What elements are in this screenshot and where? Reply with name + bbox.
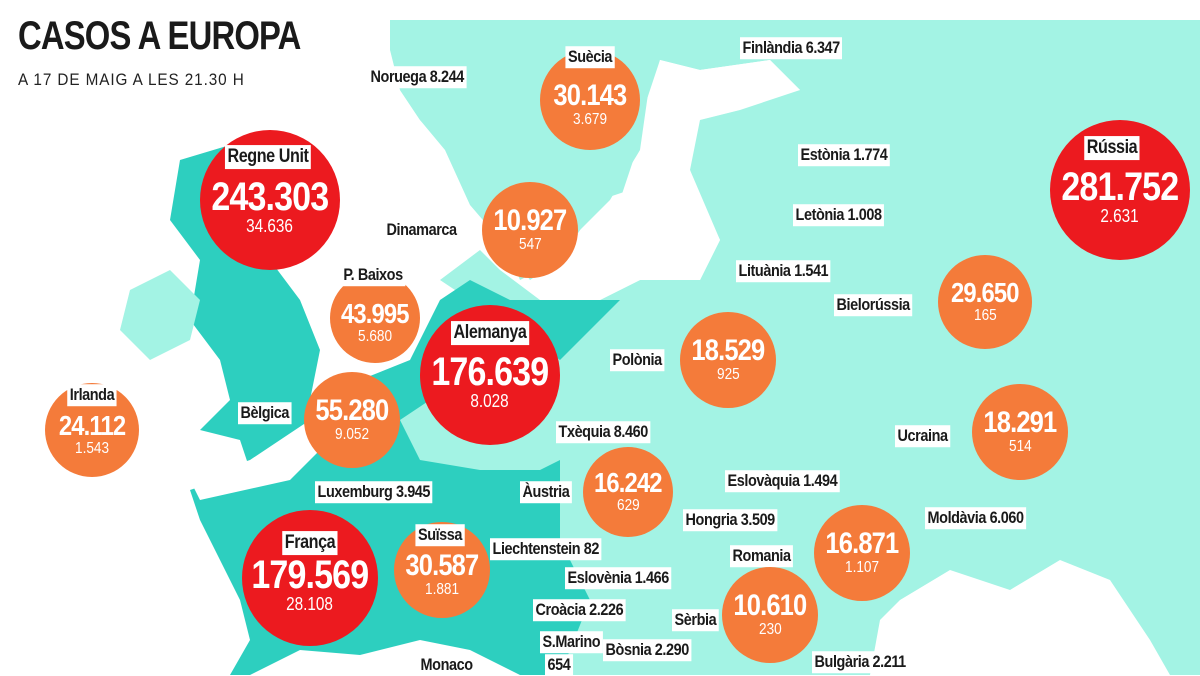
country-label-p-baixos: P. Baixos [340,264,406,286]
page-subtitle: A 17 DE MAIG A LES 21.30 H [18,70,245,89]
bubble-dinamarca: 10.927 547 [482,182,578,278]
cases-value: 243.303 [211,175,330,220]
cases-value: 30.587 [405,549,480,583]
country-label-serbia: Sèrbia [672,609,719,631]
deaths-value: 28.108 [286,594,334,615]
country-label-russia: Rússia [1084,136,1140,160]
bubble-polonia: 18.529 925 [680,312,776,408]
country-label-txequia-8-460: Txèquia 8.460 [556,421,651,443]
cases-value: 10.927 [493,204,568,238]
country-label-belgica: Bèlgica [238,402,292,424]
page-title: CASOS A EUROPA [18,14,301,58]
country-label-suecia: Suècia [565,46,615,68]
country-label-moldavia-6-060: Moldàvia 6.060 [925,507,1027,529]
cases-value: 24.112 [58,410,126,442]
country-label-polonia: Polònia [610,349,665,371]
country-label-noruega-8-244: Noruega 8.244 [368,66,467,88]
bubble-serbia: 10.610 230 [722,567,818,663]
bubble-p-baixos: 43.995 5.680 [330,273,420,363]
country-label-luxemburg-3-945: Luxemburg 3.945 [315,481,433,503]
country-label-hongria-3-509: Hongria 3.509 [683,509,778,531]
bubble-austria: 16.242 629 [583,447,673,537]
bubble-ucraina: 18.291 514 [972,384,1068,480]
bubble-romania: 16.871 1.107 [814,505,910,601]
country-label-regne-unit: Regne Unit [224,145,312,169]
country-label-liechtenstein-82: Liechtenstein 82 [490,538,602,560]
deaths-value: 5.680 [357,328,393,346]
land-ireland [120,270,200,360]
deaths-value: 925 [716,366,740,384]
cases-value: 29.650 [951,277,1020,309]
country-label-monaco: Monaco [418,654,476,676]
deaths-value: 1.543 [74,440,110,458]
cases-value: 16.242 [594,467,663,499]
country-label-eslovaquia-1-494: Eslovàquia 1.494 [725,470,840,492]
cases-value: 18.291 [983,406,1058,440]
country-label-croacia-2-226: Croàcia 2.226 [533,599,626,621]
country-label-finlandia-6-347: Finlàndia 6.347 [740,37,843,59]
deaths-value: 629 [616,497,640,515]
deaths-value: 8.028 [470,391,510,412]
bubble-bielorussia: 29.650 165 [938,255,1032,349]
country-label-letonia-1-008: Letònia 1.008 [793,204,885,226]
country-label-bosnia-2-290: Bòsnia 2.290 [603,639,692,661]
deaths-value: 2.631 [1100,206,1140,227]
deaths-value: 514 [1008,438,1032,456]
deaths-value: 9.052 [334,426,370,444]
cases-value: 10.610 [733,589,808,623]
country-label-eslovenia-1-466: Eslovènia 1.466 [565,567,672,589]
cases-value: 30.143 [553,79,628,113]
bubble-suecia: 30.143 3.679 [540,50,640,150]
deaths-value: 34.636 [246,216,294,237]
cases-value: 281.752 [1061,165,1180,210]
black-sea [880,560,1170,675]
country-label-dinamarca: Dinamarca [384,219,460,241]
cases-value: 179.569 [251,553,370,598]
country-label-austria: Àustria [520,481,572,503]
deaths-value: 230 [758,621,782,639]
country-label-bulgaria-2-211: Bulgària 2.211 [812,651,909,673]
country-label-estonia-1-774: Estònia 1.774 [798,144,890,166]
country-label-ucraina: Ucraina [895,425,951,447]
cases-value: 43.995 [341,298,410,330]
country-label-irlanda: Irlanda [67,384,117,406]
country-label-franca: França [282,531,338,555]
country-label-alemanya: Alemanya [450,321,530,345]
country-label-lituania-1-541: Lituània 1.541 [736,260,831,282]
cases-value: 176.639 [431,350,550,395]
deaths-value: 3.679 [572,111,608,129]
cases-value: 55.280 [315,394,390,428]
deaths-value: 1.107 [844,559,880,577]
english-channel [190,420,330,500]
country-label-romania: Romania [730,545,794,567]
cases-value: 16.871 [825,527,900,561]
baltic-sea [560,60,800,300]
deaths-value: 1.881 [424,581,460,599]
deaths-value: 165 [973,307,997,325]
country-label-s-marino: S.Marino [540,631,603,653]
country-label-654: 654 [545,654,573,676]
country-label-suissa: Suïssa [415,524,465,546]
bubble-belgica: 55.280 9.052 [304,372,400,468]
country-label-bielorussia: Bielorússia [834,294,913,316]
cases-value: 18.529 [691,334,766,368]
deaths-value: 547 [518,236,542,254]
